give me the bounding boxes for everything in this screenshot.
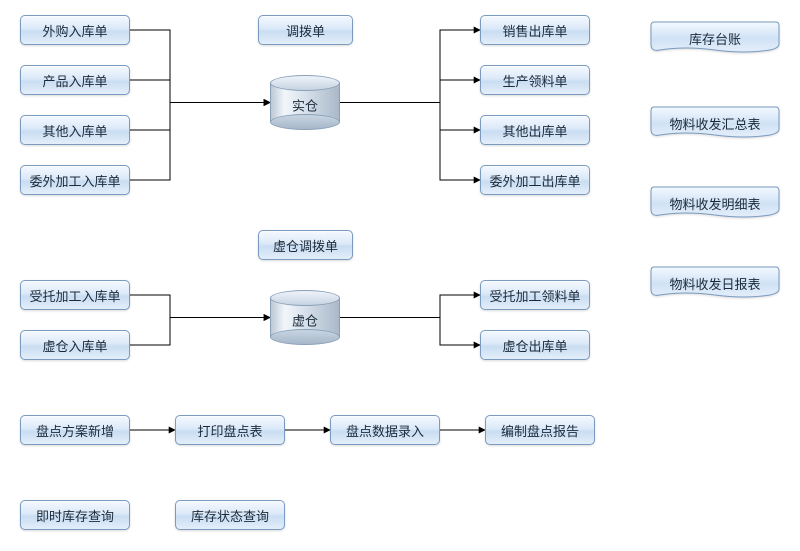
edge-vin1-virtwh [130,295,270,318]
node-q2[interactable]: 库存状态查询 [175,500,285,530]
edge-in1-realwh [130,30,270,103]
node-label: 受托加工领料单 [489,286,580,305]
edge-in4-realwh [130,103,270,181]
node-in1[interactable]: 外购入库单 [20,15,130,45]
edge-virtwh-vout1 [340,295,480,318]
ribbon-label: 物料收发明细表 [669,194,760,215]
ribbon-label: 物料收发汇总表 [669,114,760,135]
node-vtfr[interactable]: 虚仓调拨单 [258,230,353,260]
cylinder-realwh[interactable]: 实仓 [270,75,340,130]
node-p3[interactable]: 盘点数据录入 [330,415,440,445]
node-label: 外购入库单 [42,21,107,40]
node-p4[interactable]: 编制盘点报告 [485,415,595,445]
node-label: 生产领料单 [502,71,567,90]
ribbon-r2[interactable]: 物料收发汇总表 [650,105,780,143]
ribbon-r3[interactable]: 物料收发明细表 [650,185,780,223]
node-label: 打印盘点表 [197,421,262,440]
node-in2[interactable]: 产品入库单 [20,65,130,95]
ribbon-label: 物料收发日报表 [669,274,760,295]
node-p1[interactable]: 盘点方案新增 [20,415,130,445]
node-label: 即时库存查询 [36,506,114,525]
node-label: 产品入库单 [42,71,107,90]
node-label: 虚仓出库单 [502,336,567,355]
node-out3[interactable]: 其他出库单 [480,115,590,145]
node-in4[interactable]: 委外加工入库单 [20,165,130,195]
node-label: 虚仓调拨单 [273,236,338,255]
edge-in2-realwh [130,80,270,103]
node-label: 其他入库单 [42,121,107,140]
cylinder-label: 实仓 [270,95,340,114]
edge-realwh-out3 [340,103,480,131]
node-vout1[interactable]: 受托加工领料单 [480,280,590,310]
node-label: 库存状态查询 [191,506,269,525]
node-p2[interactable]: 打印盘点表 [175,415,285,445]
node-label: 盘点数据录入 [346,421,424,440]
node-label: 虚仓入库单 [42,336,107,355]
edge-realwh-out2 [340,80,480,103]
node-vout2[interactable]: 虚仓出库单 [480,330,590,360]
node-label: 编制盘点报告 [501,421,579,440]
node-label: 委外加工入库单 [29,171,120,190]
node-label: 其他出库单 [502,121,567,140]
edge-vin2-virtwh [130,318,270,346]
edge-virtwh-vout2 [340,318,480,346]
node-label: 调拨单 [286,21,325,40]
node-label: 销售出库单 [502,21,567,40]
node-label: 盘点方案新增 [36,421,114,440]
node-tfr[interactable]: 调拨单 [258,15,353,45]
node-label: 委外加工出库单 [489,171,580,190]
node-out4[interactable]: 委外加工出库单 [480,165,590,195]
edge-realwh-out4 [340,103,480,181]
cylinder-virtwh[interactable]: 虚仓 [270,290,340,345]
ribbon-r1[interactable]: 库存台账 [650,20,780,58]
ribbon-r4[interactable]: 物料收发日报表 [650,265,780,303]
node-vin2[interactable]: 虚仓入库单 [20,330,130,360]
node-out2[interactable]: 生产领料单 [480,65,590,95]
node-label: 受托加工入库单 [29,286,120,305]
cylinder-label: 虚仓 [270,310,340,329]
edge-realwh-out1 [340,30,480,103]
node-q1[interactable]: 即时库存查询 [20,500,130,530]
edge-in3-realwh [130,103,270,131]
node-in3[interactable]: 其他入库单 [20,115,130,145]
node-vin1[interactable]: 受托加工入库单 [20,280,130,310]
ribbon-label: 库存台账 [689,29,741,50]
node-out1[interactable]: 销售出库单 [480,15,590,45]
